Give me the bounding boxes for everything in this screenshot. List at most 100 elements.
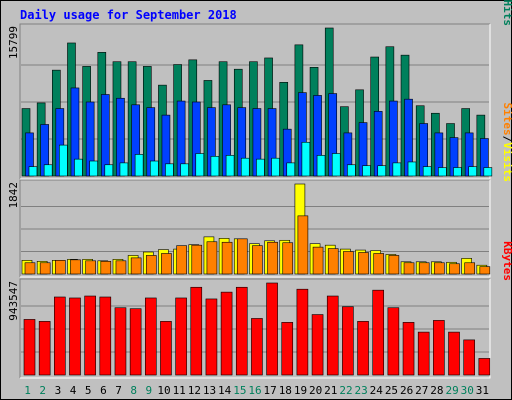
panel-hits_files_pages bbox=[19, 23, 493, 180]
bar-kbytes-12 bbox=[190, 286, 203, 376]
x-tick-label: 1 bbox=[24, 384, 31, 397]
x-tick-label: 6 bbox=[100, 384, 107, 397]
bar-pages-18 bbox=[286, 162, 296, 177]
bar-sites-10 bbox=[161, 253, 172, 275]
panel-border-shadow bbox=[19, 179, 490, 277]
bar-pages-8 bbox=[134, 154, 144, 177]
bar-sites-28 bbox=[434, 262, 445, 275]
bar-sites-4 bbox=[70, 259, 81, 275]
legend-entry: Hits bbox=[501, 0, 512, 26]
bar-kbytes-29 bbox=[448, 331, 460, 376]
bar-pages-11 bbox=[180, 163, 189, 177]
panel-border-highlight bbox=[20, 180, 491, 278]
bar-sites-19 bbox=[297, 215, 309, 275]
x-tick-label: 19 bbox=[294, 384, 307, 397]
x-tick-label: 16 bbox=[248, 384, 261, 397]
panel-legend: Sites/Visits bbox=[501, 103, 512, 183]
bar-sites-21 bbox=[327, 248, 339, 275]
x-tick-label: 13 bbox=[203, 384, 216, 397]
bar-pages-3 bbox=[59, 144, 68, 177]
bar-kbytes-2 bbox=[38, 321, 51, 376]
panel-border-shadow bbox=[19, 23, 490, 179]
bar-sites-3 bbox=[55, 260, 66, 275]
x-tick-label: 25 bbox=[385, 384, 398, 397]
bar-kbytes-16 bbox=[251, 318, 263, 376]
bar-kbytes-7 bbox=[114, 307, 127, 376]
bar-pages-15 bbox=[240, 157, 250, 177]
panel-legend: Pages/Files/Hits bbox=[501, 0, 512, 26]
bar-sites-23 bbox=[358, 252, 369, 275]
bar-pages-19 bbox=[301, 141, 311, 177]
bar-kbytes-13 bbox=[205, 298, 218, 376]
bar-sites-11 bbox=[176, 245, 187, 275]
bar-pages-9 bbox=[149, 160, 159, 177]
bar-sites-15 bbox=[236, 238, 248, 275]
bar-pages-30 bbox=[468, 166, 477, 177]
y-max-label: 1842 bbox=[7, 182, 20, 209]
chart-title: Daily usage for September 2018 bbox=[20, 8, 237, 22]
bar-kbytes-18 bbox=[281, 322, 294, 376]
bar-pages-29 bbox=[453, 167, 462, 177]
x-tick-label: 2 bbox=[39, 384, 46, 397]
bar-sites-24 bbox=[373, 253, 385, 275]
bar-kbytes-19 bbox=[296, 288, 309, 376]
panel-border-highlight bbox=[20, 279, 491, 379]
y-max-label: 943547 bbox=[7, 281, 20, 321]
x-tick-label: 7 bbox=[115, 384, 122, 397]
bar-kbytes-14 bbox=[220, 291, 233, 376]
bar-sites-13 bbox=[206, 241, 218, 275]
x-tick-label: 4 bbox=[70, 384, 77, 397]
x-tick-label: 21 bbox=[324, 384, 337, 397]
x-tick-label: 3 bbox=[55, 384, 62, 397]
x-tick-label: 5 bbox=[85, 384, 92, 397]
bar-pages-22 bbox=[347, 164, 356, 177]
bar-kbytes-27 bbox=[417, 331, 430, 376]
x-tick-label: 14 bbox=[218, 384, 232, 397]
x-tick-label: 23 bbox=[355, 384, 368, 397]
bar-kbytes-30 bbox=[463, 339, 475, 376]
panel-border-highlight bbox=[20, 24, 491, 180]
bar-pages-17 bbox=[271, 157, 280, 177]
bar-kbytes-4 bbox=[69, 297, 81, 376]
bar-sites-12 bbox=[191, 244, 203, 275]
x-tick-label: 17 bbox=[264, 384, 277, 397]
x-tick-label: 15 bbox=[233, 384, 246, 397]
bar-kbytes-20 bbox=[311, 314, 324, 376]
bar-sites-16 bbox=[252, 245, 263, 275]
bar-kbytes-24 bbox=[372, 289, 385, 376]
x-tick-label: 22 bbox=[339, 384, 352, 397]
legend-entry: KBytes bbox=[501, 241, 512, 281]
bar-pages-28 bbox=[438, 167, 447, 177]
x-tick-label: 20 bbox=[309, 384, 322, 397]
bar-pages-23 bbox=[362, 165, 371, 177]
bar-sites-26 bbox=[403, 262, 415, 275]
bar-pages-26 bbox=[407, 161, 417, 177]
x-tick-label: 10 bbox=[157, 384, 170, 397]
bar-pages-25 bbox=[392, 162, 402, 177]
bar-sites-30 bbox=[464, 262, 475, 275]
x-tick-label: 28 bbox=[430, 384, 443, 397]
y-max-label: 15799 bbox=[7, 26, 20, 59]
bar-kbytes-22 bbox=[342, 306, 354, 376]
bar-kbytes-28 bbox=[433, 320, 445, 376]
bar-kbytes-10 bbox=[160, 321, 172, 376]
bar-pages-20 bbox=[316, 155, 326, 177]
x-tick-label: 30 bbox=[461, 384, 474, 397]
bar-kbytes-1 bbox=[23, 319, 36, 376]
bar-pages-10 bbox=[165, 163, 174, 177]
bar-pages-4 bbox=[74, 158, 83, 177]
panel-kbytes bbox=[19, 278, 491, 379]
x-tick-label: 12 bbox=[188, 384, 201, 397]
bar-pages-12 bbox=[195, 153, 205, 177]
panel-border-shadow bbox=[19, 278, 490, 378]
bar-files-6 bbox=[101, 94, 110, 177]
bar-kbytes-9 bbox=[144, 297, 157, 376]
bar-kbytes-26 bbox=[402, 322, 415, 376]
bar-kbytes-8 bbox=[129, 308, 142, 376]
bar-sites-17 bbox=[267, 241, 278, 275]
bar-pages-13 bbox=[210, 156, 220, 177]
bar-pages-7 bbox=[119, 162, 129, 177]
bar-sites-31 bbox=[479, 266, 491, 275]
x-tick-label: 29 bbox=[445, 384, 458, 397]
